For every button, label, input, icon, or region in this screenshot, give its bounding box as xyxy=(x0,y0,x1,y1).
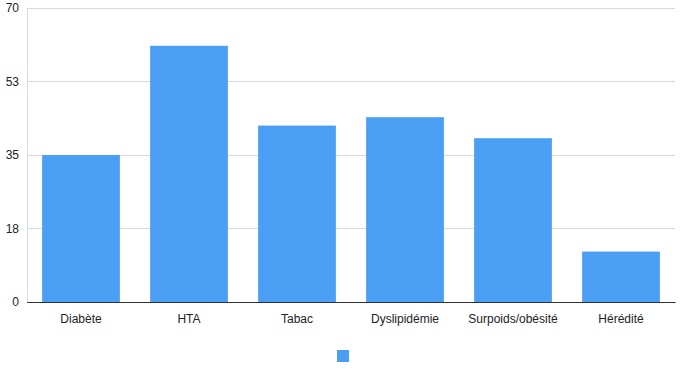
grid-line xyxy=(27,302,675,303)
x-tick: HTA xyxy=(177,302,200,326)
bar xyxy=(42,155,120,302)
grid-line xyxy=(27,155,675,156)
chart: 0 18 35 53 70 Diabète HTA Tabac Dyslipidémie Surp… xyxy=(0,0,684,370)
x-tick: Surpoids/obésité xyxy=(468,302,558,326)
y-tick-label: 18 xyxy=(6,222,20,236)
legend-swatch xyxy=(337,350,349,362)
y-tick-label: 0 xyxy=(12,295,19,309)
y-tick-label: 53 xyxy=(6,75,20,89)
x-tick-label: Surpoids/obésité xyxy=(468,312,558,326)
y-axis: 0 18 35 53 70 xyxy=(6,1,28,309)
grid-line xyxy=(27,8,675,9)
bar xyxy=(366,117,444,302)
plot-area: 0 18 35 53 70 Diabète HTA Tabac Dyslipidémie Surp… xyxy=(6,1,676,325)
x-tick-label: Dyslipidémie xyxy=(371,312,439,326)
x-tick-label: Diabète xyxy=(60,312,102,326)
x-axis: Diabète HTA Tabac Dyslipidémie Surpoids/obés… xyxy=(28,302,676,326)
grid-line xyxy=(27,228,675,229)
y-tick: 18 xyxy=(6,222,27,236)
bar xyxy=(150,46,228,302)
x-axis-line xyxy=(28,302,676,303)
x-tick-label: Tabac xyxy=(281,312,313,326)
grid-line xyxy=(27,81,675,82)
bar xyxy=(258,126,336,302)
y-tick: 35 xyxy=(6,148,27,162)
x-tick: Hérédité xyxy=(598,302,644,326)
y-axis-line xyxy=(27,9,28,303)
bar xyxy=(474,138,552,302)
x-tick: Dyslipidémie xyxy=(371,302,439,326)
grid xyxy=(27,8,675,302)
x-tick: Tabac xyxy=(281,302,313,326)
y-tick-label: 35 xyxy=(6,148,20,162)
y-tick: 70 xyxy=(6,1,27,15)
x-tick-label: Hérédité xyxy=(598,312,644,326)
y-tick-label: 70 xyxy=(6,1,20,15)
y-tick: 53 xyxy=(6,75,27,89)
bars xyxy=(42,46,660,302)
y-tick: 0 xyxy=(12,295,27,309)
bar xyxy=(582,252,660,302)
x-tick-label: HTA xyxy=(177,312,200,326)
x-tick: Diabète xyxy=(60,302,102,326)
